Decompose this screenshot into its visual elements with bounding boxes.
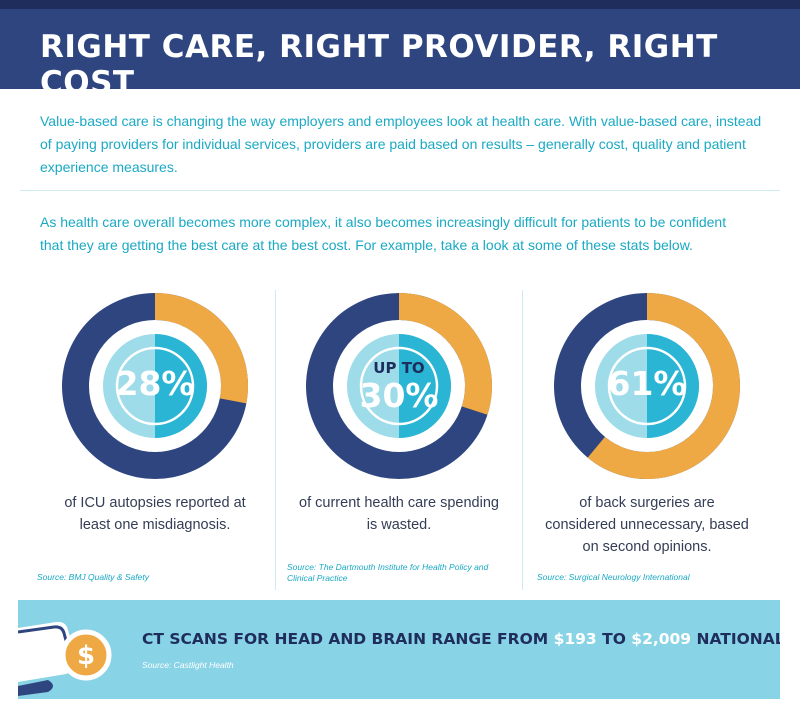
- money-hand-icon: $: [18, 621, 112, 696]
- ct-connector: TO: [602, 630, 626, 648]
- header-banner: RIGHT CARE, RIGHT PROVIDER, RIGHT COST: [0, 9, 800, 101]
- stat-percent: 61%: [607, 364, 687, 403]
- ct-low-price: $193: [553, 630, 597, 648]
- coin-icon: [60, 629, 112, 681]
- stat-percent: 28%: [115, 364, 195, 403]
- donut-chart: [62, 293, 248, 479]
- ct-source: Source: Castlight Health: [142, 660, 234, 670]
- ct-scan-headline: CT SCANS FOR HEAD AND BRAIN RANGE FROM $…: [142, 630, 780, 648]
- column-divider: [522, 290, 523, 590]
- stat-description: of back surgeries are considered unneces…: [545, 495, 749, 555]
- donut-percent-segment: [399, 293, 492, 415]
- stat-description: of ICU autopsies reported at least one m…: [64, 495, 246, 533]
- inner-ring: [115, 346, 195, 426]
- donut-percent-segment: [587, 293, 740, 479]
- inner-ring: [607, 346, 687, 426]
- stat-source: Source: The Dartmouth Institute for Heal…: [287, 562, 489, 583]
- inner-disc-dark-half: [647, 334, 699, 438]
- stat-icu-misdiagnosis: 28% of ICU autopsies reported at least o…: [35, 292, 275, 592]
- inner-disc-dark-half: [399, 334, 451, 438]
- stat-description: of current health care spending is waste…: [299, 495, 499, 533]
- hand-shape: [18, 621, 77, 682]
- top-strip: [0, 0, 800, 9]
- stat-source: Source: Surgical Neurology International: [537, 572, 690, 582]
- stat-percent: 30%: [359, 376, 439, 415]
- ct-high-price: $2,009: [631, 630, 692, 648]
- hand-outline: [18, 625, 72, 657]
- inner-ring: [359, 346, 439, 426]
- stat-wasted-spending: UP TO 30% of current health care spendin…: [279, 292, 519, 592]
- divider: [20, 190, 780, 191]
- stat-source: Source: BMJ Quality & Safety: [37, 572, 149, 582]
- stat-back-surgeries: 61% of back surgeries are considered unn…: [527, 292, 767, 592]
- intro-paragraph: Value-based care is changing the way emp…: [40, 113, 762, 175]
- ct-lead: CT SCANS FOR HEAD AND BRAIN RANGE FROM: [142, 630, 549, 648]
- stat-prefix: UP TO: [373, 359, 425, 377]
- cuff-shape: [18, 680, 53, 696]
- page-title: RIGHT CARE, RIGHT PROVIDER, RIGHT COST: [40, 29, 718, 101]
- donut-chart: [554, 293, 740, 479]
- ct-tail: NATIONALLY.: [696, 630, 780, 648]
- donut-chart: [306, 293, 492, 479]
- context-paragraph: As health care overall becomes more comp…: [40, 214, 727, 253]
- dollar-sign: $: [77, 641, 95, 671]
- donut-percent-segment: [155, 293, 248, 404]
- inner-disc-dark-half: [155, 334, 207, 438]
- column-divider: [275, 290, 276, 590]
- ct-scan-banner: $ CT SCANS FOR HEAD AND BRAIN RANGE FROM…: [18, 600, 780, 699]
